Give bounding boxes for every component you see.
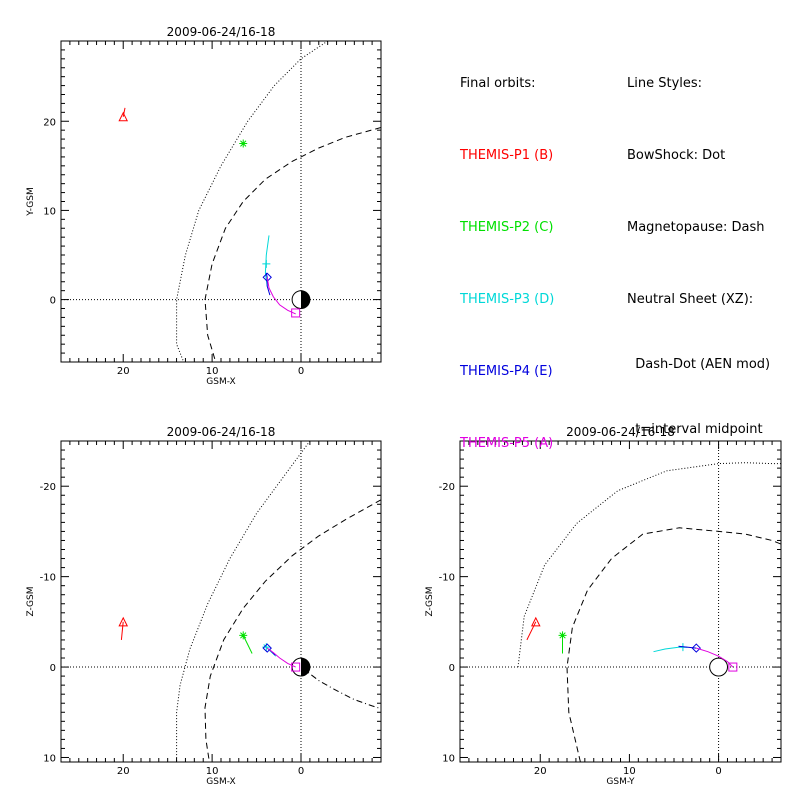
magnetopause-curve	[204, 127, 381, 362]
panel-xz-plane: 20 10 0 10 0 -10 -20 2009-06-24/16-18 GSM-X Z-GSM	[26, 425, 382, 787]
x-tick-label: 10	[206, 366, 219, 377]
x-tick-label: 0	[715, 766, 721, 777]
x-tick-label: 10	[623, 766, 636, 777]
legend-entry-p2: THEMIS-P2 (C)	[460, 220, 554, 235]
x-tick-label: 20	[534, 766, 547, 777]
orbit-marker-p2	[239, 139, 248, 148]
y-tick-label: 10	[43, 753, 56, 764]
orbit-track-p4	[678, 645, 697, 649]
legend-entry-p5: THEMIS-P5 (A)	[460, 436, 554, 451]
legend-entry-p4: THEMIS-P4 (E)	[460, 364, 553, 379]
style-midpoint: t=interval midpoint	[627, 422, 763, 437]
bowshock-curve	[176, 41, 328, 362]
y-tick-label: 0	[50, 663, 56, 674]
legend-entry-p3: THEMIS-P3 (D)	[460, 292, 555, 307]
orbit-track-p1	[122, 107, 126, 117]
orbit-marker-p1	[530, 616, 541, 627]
y-axis-label: Z-GSM	[425, 586, 435, 616]
minor-ticks	[60, 440, 382, 762]
y-axis-label: Z-GSM	[26, 586, 36, 616]
neutral-sheet-curve	[300, 666, 381, 710]
y-tick-label: 20	[43, 117, 56, 128]
plot-area	[61, 441, 381, 762]
minor-ticks	[459, 440, 782, 762]
x-axis-label: GSM-X	[206, 777, 235, 787]
orbit-marker-p2	[239, 631, 248, 640]
y-tick-label: -10	[40, 573, 56, 584]
bowshock-curve	[517, 462, 781, 668]
legend-entry-p1: THEMIS-P1 (B)	[460, 148, 554, 163]
magnetopause-curve	[204, 499, 381, 762]
panel-yz-plane: 20 10 0 10 0 -10 -20 2009-06-24/16-18 GSM-Y Z-GSM	[425, 425, 782, 787]
y-tick-label: -10	[439, 573, 455, 584]
orbit-track-p5	[266, 647, 296, 668]
y-tick-label: -20	[40, 482, 56, 493]
orbit-marker-p2	[558, 631, 567, 640]
magnetopause-curve	[566, 527, 781, 762]
style-neutral-sheet: Neutral Sheet (XZ):	[627, 292, 754, 307]
orbit-marker-p4	[262, 643, 272, 653]
earth-night-side	[301, 658, 310, 676]
y-tick-label: -20	[439, 482, 455, 493]
panel-title: 2009-06-24/16-18	[167, 425, 276, 439]
orbit-marker-p5	[291, 308, 301, 318]
orbit-track-p1	[526, 621, 537, 641]
style-magnetopause: Magnetopause: Dash	[627, 220, 765, 235]
plot-area	[460, 441, 781, 762]
orbit-marker-p5	[291, 662, 301, 672]
line-styles-legend: Line Styles: BowShock: Dot Magnetopause:…	[627, 24, 770, 466]
y-tick-label: 10	[43, 206, 56, 217]
orbit-track-p3	[653, 646, 688, 653]
x-tick-label: 0	[298, 766, 304, 777]
orbits-legend: Final orbits: THEMIS-P1 (B) THEMIS-P2 (C…	[460, 24, 554, 480]
orbit-marker-p4	[262, 272, 272, 282]
style-bowshock: BowShock: Dot	[627, 148, 726, 163]
x-axis-label: GSM-Y	[606, 777, 635, 787]
orbit-track-p2	[242, 635, 253, 654]
orbit-track-p5	[266, 277, 296, 315]
earth-night-side	[301, 290, 310, 309]
bowshock-curve	[176, 441, 311, 762]
panel-title: 2009-06-24/16-18	[566, 425, 675, 439]
x-tick-label: 20	[117, 766, 130, 777]
orbit-marker-p4	[691, 643, 701, 653]
orbit-marker-p1	[118, 616, 129, 627]
y-tick-label: 0	[449, 663, 455, 674]
plot-frame	[60, 440, 382, 763]
earth-symbol	[709, 657, 728, 677]
minor-ticks	[60, 40, 382, 363]
panel-title: 2009-06-24/16-18	[167, 25, 276, 39]
style-dash-dot: Dash-Dot (AEN mod)	[627, 357, 771, 372]
y-tick-label: 0	[50, 296, 56, 307]
plot-area	[61, 41, 381, 362]
orbits-legend-title: Final orbits:	[460, 76, 536, 91]
x-tick-label: 0	[298, 366, 304, 377]
x-axis-label: GSM-X	[206, 377, 235, 387]
plot-frame	[60, 40, 382, 363]
orbit-track-p1	[120, 621, 124, 640]
x-tick-label: 10	[206, 766, 219, 777]
x-tick-label: 20	[117, 366, 130, 377]
orbit-marker-p1	[118, 111, 129, 122]
orbit-marker-p3	[262, 259, 271, 268]
y-axis-label: Y-GSM	[26, 187, 36, 216]
plot-frame	[459, 440, 782, 763]
orbit-marker-p5	[728, 662, 738, 672]
line-styles-title: Line Styles:	[627, 76, 703, 91]
y-tick-label: 10	[442, 753, 455, 764]
panel-xy-plane: 20 10 0 0 10 20 2009-06-24/16-18 GSM-X Y-GSM	[26, 25, 382, 387]
